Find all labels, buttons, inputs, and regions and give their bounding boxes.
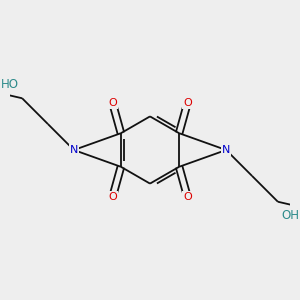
- Text: OH: OH: [281, 209, 299, 222]
- Text: N: N: [222, 145, 230, 155]
- Text: O: O: [108, 192, 117, 202]
- Text: O: O: [183, 98, 192, 108]
- Text: HO: HO: [1, 78, 19, 91]
- Text: O: O: [108, 98, 117, 108]
- Text: N: N: [70, 145, 78, 155]
- Text: O: O: [183, 192, 192, 202]
